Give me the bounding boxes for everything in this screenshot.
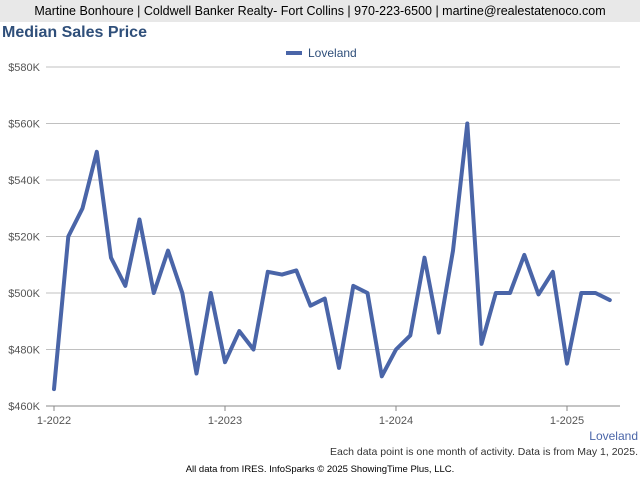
- x-tick-label: 1-2025: [550, 415, 584, 427]
- y-tick-label: $560K: [8, 119, 40, 131]
- line-chart: $460K $480K $500K $520K $540K $560K $580K 1-202…: [8, 62, 620, 427]
- y-tick-label: $520K: [8, 232, 40, 244]
- x-tick-label: 1-2022: [37, 415, 71, 427]
- contact-banner: Martine Bonhoure | Coldwell Banker Realt…: [0, 0, 640, 22]
- series-layer: [52, 121, 612, 392]
- y-tick-label: $580K: [8, 62, 40, 74]
- y-tick-label: $460K: [8, 401, 40, 413]
- chart-title: Median Sales Price: [2, 24, 147, 41]
- legend-label: Loveland: [308, 46, 357, 60]
- y-tick-label: $500K: [8, 288, 40, 300]
- legend[interactable]: Loveland: [286, 46, 357, 60]
- gridlines: [46, 66, 620, 407]
- data-credit: All data from IRES. InfoSparks © 2025 Sh…: [185, 464, 455, 475]
- series-line-loveland: [52, 121, 612, 392]
- axes: $460K $480K $500K $520K $540K $560K $580K 1-202…: [8, 62, 620, 427]
- footnote: Each data point is one month of activity…: [330, 446, 638, 458]
- legend-swatch: [286, 51, 302, 55]
- x-tick-label: 1-2024: [379, 415, 413, 427]
- y-tick-label: $480K: [8, 345, 40, 357]
- x-tick-label: 1-2023: [208, 415, 242, 427]
- region-label: Loveland: [589, 429, 638, 443]
- y-tick-label: $540K: [8, 175, 40, 187]
